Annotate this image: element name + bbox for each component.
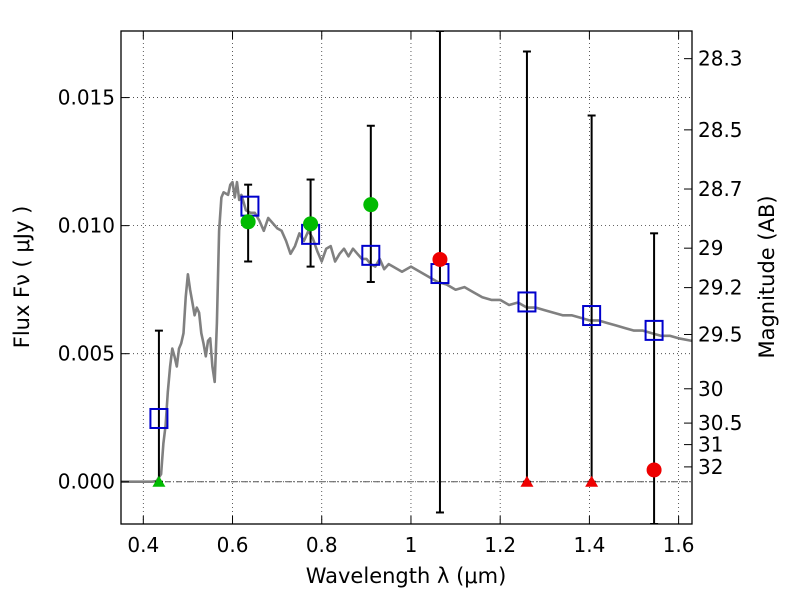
magnitude-tick-label: 31 [698, 433, 723, 457]
model-square [644, 319, 664, 341]
model-square [149, 407, 169, 429]
y-tick-label: 0.005 [58, 342, 115, 366]
model-sed-line [121, 180, 692, 483]
magnitude-tick-label: 29.2 [698, 276, 743, 300]
y-tick-label: 0.000 [58, 470, 115, 494]
magnitude-tick-label: 30.5 [698, 411, 743, 435]
x-tick-label: 1 [405, 533, 418, 557]
magnitude-tick-label: 28.5 [698, 118, 743, 142]
detection-point [363, 197, 379, 213]
x-tick-label: 0.8 [306, 533, 338, 557]
upper-limit-marker [152, 475, 166, 487]
grid [121, 31, 692, 524]
upper-limit-marker [520, 475, 534, 487]
x-tick-label: 0.6 [217, 533, 249, 557]
x-tick-label: 1.2 [484, 533, 516, 557]
detection-point [240, 214, 256, 230]
non-detection-point [432, 251, 448, 267]
x-tick-label: 1.4 [573, 533, 605, 557]
magnitude-tick-label: 29 [698, 236, 723, 260]
magnitude-tick-label: 30 [698, 377, 723, 401]
x-axis-ticks: 0.4 0.6 0.8 1 1.2 1.4 1.6 [127, 31, 695, 557]
magnitude-tick-label: 28.3 [698, 47, 743, 71]
error-bars [154, 31, 659, 524]
model-square [582, 305, 602, 327]
magnitude-tick-label: 32 [698, 455, 723, 479]
x-tick-label: 0.4 [127, 533, 159, 557]
upper-limit-marker [585, 475, 599, 487]
non-detection-point [646, 462, 662, 478]
magnitude-axis-title: Magnitude (AB) [755, 195, 779, 358]
model-square [361, 244, 381, 266]
magnitude-tick-label: 29.5 [698, 322, 743, 346]
detection-point [303, 216, 319, 232]
y-axis-ticks: 0.000 0.005 0.010 0.015 [58, 86, 129, 494]
x-tick-label: 1.6 [663, 533, 695, 557]
model-square [517, 291, 537, 313]
y-tick-label: 0.010 [58, 214, 115, 238]
plot-frame [120, 30, 693, 525]
model-photometry [149, 195, 664, 429]
y-tick-label: 0.015 [58, 86, 115, 110]
y-axis-title: Flux Fν ( μJy ) [10, 206, 34, 349]
observed-photometry [152, 197, 662, 487]
magnitude-tick-label: 28.7 [698, 177, 743, 201]
x-axis-title: Wavelength λ (μm) [306, 564, 507, 588]
